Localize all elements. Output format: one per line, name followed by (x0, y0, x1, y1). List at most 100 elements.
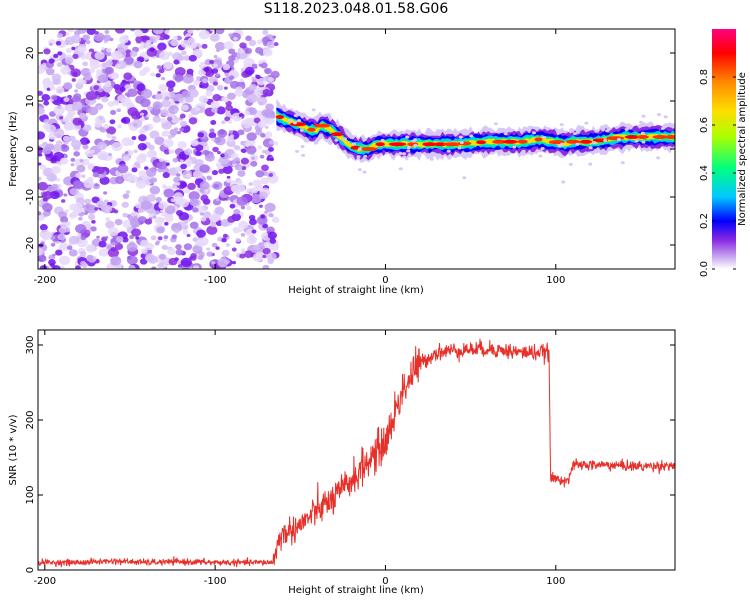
heatmap-ridge-speckle (402, 152, 407, 156)
heatmap-noise-cell (127, 174, 138, 184)
heatmap-noise-cell (48, 254, 56, 261)
heatmap-noise-cell (130, 211, 137, 217)
heatmap-noise-cell (177, 264, 183, 268)
heatmap-noise-cell (70, 163, 75, 167)
heatmap-ridge-speckle (398, 152, 403, 156)
heatmap-noise-cell (260, 177, 269, 185)
heatmap-noise-cell (49, 86, 56, 91)
heatmap-noise-cell (129, 50, 138, 58)
heatmap-noise-cell (83, 203, 94, 212)
heatmap-noise-cell (221, 120, 226, 125)
heatmap-noise-cell (140, 200, 152, 210)
heatmap-ridge-speckle (398, 167, 403, 171)
heatmap-ridge-speckle (446, 149, 451, 153)
heatmap-noise-cell (257, 145, 262, 150)
heatmap-noise-cell (185, 158, 193, 165)
heatmap-noise-cell (60, 221, 69, 229)
heatmap-noise-cell (137, 142, 147, 151)
heatmap-noise-cell (137, 216, 147, 224)
heatmap-noise-cell (121, 201, 130, 208)
heatmap-noise-cell (112, 99, 120, 106)
heatmap-ridge-speckle (503, 132, 508, 136)
heatmap-ridge-speckle (521, 149, 526, 153)
heatmap-noise-cell (215, 246, 220, 250)
heatmap-noise-cell (155, 73, 161, 78)
heatmap-noise-cell (156, 226, 165, 234)
heatmap-noise-cell (175, 166, 181, 172)
heatmap-noise-cell (228, 75, 235, 80)
spectrogram-ylabel: Frequency (Hz) (8, 111, 19, 187)
heatmap-noise-cell (161, 244, 168, 250)
heatmap-noise-cell (215, 73, 220, 77)
heatmap-noise-cell (155, 210, 160, 215)
heatmap-noise-cell (212, 146, 219, 153)
heatmap-noise-cell (57, 233, 66, 241)
heatmap-noise-cell (266, 252, 277, 261)
heatmap-noise-cell (72, 117, 83, 126)
heatmap-noise-cell (122, 193, 130, 199)
heatmap-noise-cell (147, 106, 153, 111)
heatmap-noise-cell (238, 220, 249, 230)
heatmap-ridge-peak (422, 142, 437, 147)
heatmap-noise-cell (58, 227, 67, 234)
heatmap-noise-cell (38, 131, 46, 140)
heatmap-noise-cell (46, 208, 51, 213)
heatmap-noise-cell (94, 51, 105, 60)
snr-xtick-label: -200 (33, 576, 56, 587)
heatmap-noise-cell (107, 248, 120, 258)
heatmap-noise-cell (237, 179, 243, 185)
heatmap-noise-cell (72, 95, 80, 102)
heatmap-noise-cell (189, 221, 199, 229)
heatmap-noise-cell (213, 63, 218, 68)
heatmap-noise-cell (121, 137, 132, 147)
heatmap-noise-cell (81, 174, 86, 178)
heatmap-noise-cell (124, 84, 132, 91)
heatmap-noise-cell (181, 50, 187, 56)
heatmap-noise-cell (46, 87, 51, 91)
heatmap-noise-cell (264, 210, 268, 214)
heatmap-noise-cell (53, 53, 59, 59)
heatmap-noise-cell (152, 101, 163, 110)
heatmap-noise-cell (273, 141, 279, 146)
heatmap-ridge-speckle (458, 135, 463, 139)
heatmap-ridge-peak (375, 142, 385, 147)
heatmap-noise-cell (220, 219, 230, 227)
heatmap-noise-cell (175, 249, 184, 256)
heatmap-noise-cell (209, 128, 215, 133)
heatmap-noise-cell (113, 209, 119, 214)
heatmap-noise-cell (214, 41, 226, 51)
heatmap-noise-cell (218, 168, 225, 174)
heatmap-noise-cell (55, 41, 62, 46)
heatmap-noise-cell (222, 63, 231, 71)
heatmap-noise-cell (51, 95, 58, 101)
heatmap-ridge-peak (579, 139, 593, 144)
heatmap-noise-cell (265, 131, 273, 138)
heatmap-noise-cell (221, 96, 229, 103)
heatmap-noise-cell (180, 257, 192, 268)
heatmap-ridge-speckle (411, 139, 416, 143)
heatmap-noise-cell (218, 158, 224, 164)
heatmap-noise-cell (51, 166, 61, 174)
heatmap-noise-cell (258, 60, 263, 65)
spectrogram-xtick-label: 0 (382, 275, 388, 286)
heatmap-noise-cell (269, 157, 275, 162)
heatmap-noise-cell (43, 100, 50, 106)
heatmap-noise-cell (166, 80, 176, 89)
heatmap-noise-cell (42, 123, 51, 130)
heatmap-noise-cell (251, 229, 257, 234)
heatmap-noise-cell (152, 115, 161, 123)
heatmap-noise-cell (38, 181, 49, 191)
heatmap-noise-cell (215, 207, 224, 215)
heatmap-noise-cell (262, 29, 269, 35)
heatmap-noise-cell (65, 65, 69, 69)
heatmap-ridge-peak (548, 140, 565, 145)
heatmap-noise-cell (89, 60, 100, 70)
heatmap-noise-cell (161, 99, 171, 108)
spectrogram-xtick-label: -200 (33, 275, 56, 286)
heatmap-noise-cell (185, 173, 192, 178)
heatmap-noise-cell (232, 226, 241, 234)
heatmap-noise-cell (45, 68, 55, 76)
heatmap-noise-cell (147, 255, 158, 264)
heatmap-noise-cell (267, 77, 274, 83)
heatmap-noise-cell (56, 33, 64, 39)
